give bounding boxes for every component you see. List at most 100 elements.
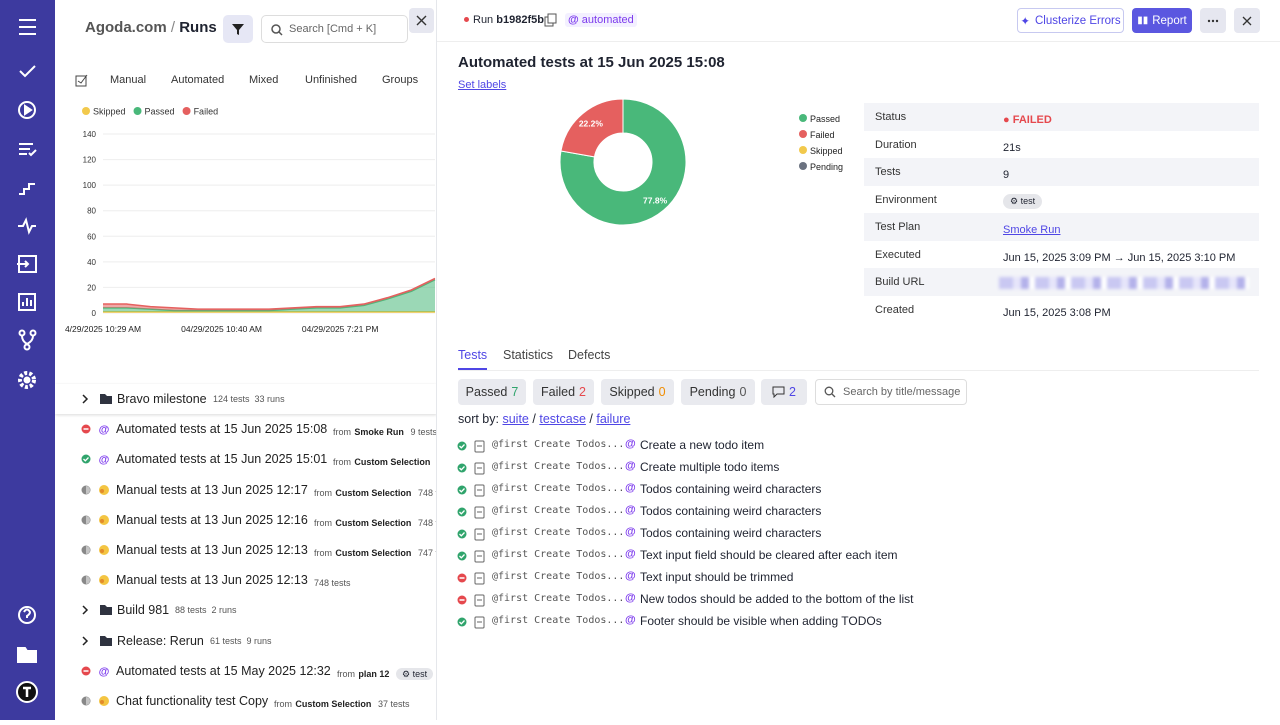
filter-chip[interactable]: Passed 7 [458,379,526,405]
clusterize-label: Clusterize Errors [1035,14,1121,27]
list-icon[interactable] [19,143,37,157]
status-value: ● FAILED [1003,114,1052,126]
chip-count: 7 [511,385,519,399]
detail-tab[interactable]: Defects [568,348,611,362]
pulse-icon[interactable] [18,217,36,235]
detail-tab[interactable]: Tests [458,348,488,370]
project-name[interactable]: Agoda.com [85,19,167,36]
sort-option[interactable]: testcase [539,412,586,426]
set-labels-link[interactable]: Set labels [458,79,507,91]
sidebar-icons [16,19,38,703]
test-row[interactable]: @first Create Todos... @ New todos should … [437,589,1280,611]
run-row[interactable]: @ Automated tests at 15 Jun 2025 15:08 fro… [55,414,436,444]
run-row[interactable]: Manual tests at 13 Jun 2025 12:13 748 tes… [55,565,436,595]
filter-chip[interactable]: Failed 2 [533,379,594,405]
detail-key: Build URL [875,276,925,288]
status-icon [81,575,91,585]
sort-option[interactable]: suite [502,412,529,426]
expand-chevron [82,605,89,615]
testcase-icon [474,506,485,519]
test-row[interactable]: @first Create Todos... @ Todos containing … [437,479,1280,501]
group-title: Build 981 [117,603,170,618]
comments-chip[interactable]: 2 [761,379,807,405]
status-glyph [459,444,465,449]
check-icon[interactable] [19,65,36,78]
test-row[interactable]: @first Create Todos... @ Todos containing … [437,501,1280,523]
area-fill [103,278,435,311]
status-glyph [86,576,90,585]
branch-icon[interactable] [18,329,37,351]
manual-icon-hand [100,549,104,553]
filter-chip[interactable]: Skipped 0 [601,379,674,405]
menu-icon[interactable] [19,19,36,35]
group-meta: 88 tests 2 runs [175,605,237,615]
help-icon[interactable] [18,606,36,624]
more-icon [1207,19,1219,22]
chip-label: Failed [541,385,576,399]
test-row[interactable]: @first Create Todos... @ Create multiple t… [437,457,1280,479]
env-tag-text: test [412,668,428,679]
plan-link[interactable]: Smoke Run [1003,224,1061,236]
detail-tab[interactable]: Statistics [503,348,554,362]
test-suite: @first Create Todos... [492,483,625,494]
more-button[interactable] [1200,8,1226,33]
from-label: from [274,699,292,709]
runs-icon[interactable] [18,101,36,119]
run-type-tab[interactable]: Mixed [249,74,279,86]
group-row[interactable]: Release: Rerun 61 tests 9 runs [55,626,436,656]
avatar[interactable] [16,681,38,703]
clusterize-button[interactable]: ✦ Clusterize Errors [1017,8,1124,33]
test-suite: @first Create Todos... [492,527,625,538]
chart-icon[interactable] [18,293,36,311]
env-text: test [1020,195,1036,206]
test-row[interactable]: @first Create Todos... @ Footer should be … [437,611,1280,633]
detail-key: Duration [875,138,917,151]
select-icon[interactable] [75,73,89,87]
test-row[interactable]: @first Create Todos... @ Todos containing … [437,523,1280,545]
run-source: Custom Selection [335,487,412,498]
sort-bar: sort by: suite / testcase / failure [458,412,630,426]
filter-button[interactable] [223,15,253,43]
search-box[interactable]: Search [Cmd + K] [261,15,408,43]
settings-icon[interactable] [18,371,36,389]
test-suite: @first Create Todos... [492,571,625,582]
run-type-tab[interactable]: Manual [110,74,147,86]
run-row[interactable]: Chat functionality test Copy from Custom … [55,686,436,716]
status-icon [81,424,91,434]
group-runs: 9 runs [246,635,272,646]
report-button[interactable]: ▮▮ Report [1132,8,1192,33]
sort-separator: / [589,412,593,426]
group-icons [82,635,112,646]
testcase-icon [474,528,485,541]
auto-icon: @ [99,454,110,466]
filter-chip[interactable]: Pending 0 [681,379,755,405]
run-row[interactable]: Manual tests at 13 Jun 2025 12:17 from Cu… [55,475,436,505]
run-row[interactable]: Manual tests at 13 Jun 2025 12:13 from Cu… [55,535,436,565]
run-type-tab[interactable]: Unfinished [305,74,357,86]
test-row[interactable]: @first Create Todos... @ Text input should… [437,567,1280,589]
test-search[interactable]: Search by title/message [815,379,967,405]
test-row[interactable]: @first Create Todos... @ Text input field … [437,545,1280,567]
sort-option[interactable]: failure [596,412,631,426]
run-type-tab[interactable]: Automated [171,74,225,86]
testcase-icon [474,616,485,629]
copy-icon[interactable] [544,13,558,28]
close-button[interactable] [1234,8,1260,33]
search-placeholder: Search [Cmd + K] [289,23,377,35]
import-icon[interactable] [17,255,37,273]
y-tick-label: 140 [83,130,97,139]
detail-key: Status [875,111,907,123]
group-row[interactable]: Build 981 88 tests 2 runs [55,595,436,625]
close-panel-button[interactable] [409,8,434,33]
test-row[interactable]: @first Create Todos... @ Create a new todo… [437,435,1280,457]
run-row[interactable]: Manual tests at 13 Jun 2025 12:16 from Cu… [55,505,436,535]
status-dot [457,551,467,561]
run-type-tab[interactable]: Groups [382,74,419,86]
run-row[interactable]: @ Automated tests at 15 Jun 2025 15:01 fro… [55,444,436,474]
run-row[interactable]: @ Automated tests at 15 May 2025 12:32 fro… [55,656,436,686]
projects-icon[interactable] [17,647,37,663]
group-row[interactable]: Bravo milestone 124 tests 33 runs [55,384,436,414]
status-dot [457,617,467,627]
steps-icon[interactable] [19,183,35,195]
detail-row: Tests 9 [864,158,1259,186]
